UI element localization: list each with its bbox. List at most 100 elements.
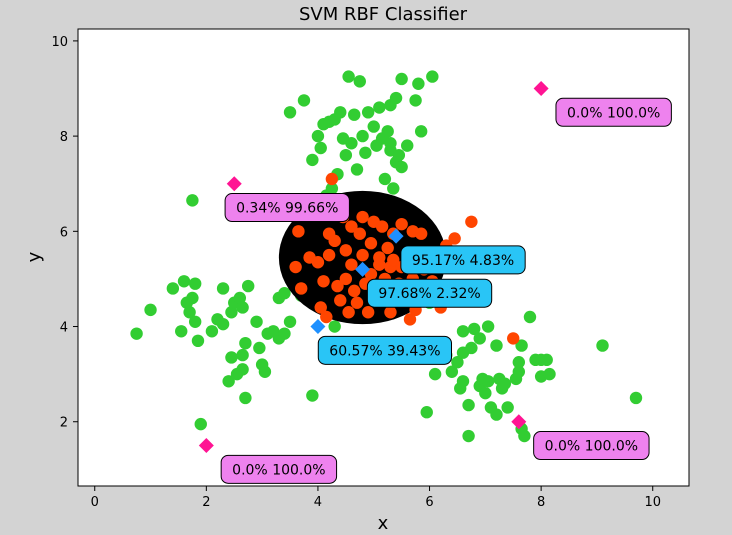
probability-label-text: 0.0% 100.0%: [232, 462, 325, 478]
probability-label: 60.57% 39.43%: [317, 335, 453, 365]
orange-data-point: [345, 258, 358, 271]
green-data-point: [345, 137, 358, 150]
pink-query-marker: [198, 438, 214, 454]
green-data-point: [339, 148, 353, 162]
orange-data-point: [395, 217, 408, 231]
green-data-point: [462, 429, 475, 443]
orange-data-point: [289, 260, 302, 274]
orange-data-point: [292, 225, 305, 238]
green-data-point: [258, 365, 272, 378]
green-data-point: [314, 141, 327, 155]
green-data-point: [389, 91, 403, 105]
green-data-point: [395, 160, 408, 174]
plot-frame: [77, 28, 690, 487]
green-data-point: [361, 106, 375, 119]
green-data-point: [381, 125, 394, 138]
green-data-point: [253, 341, 266, 355]
green-data-point: [236, 363, 249, 376]
green-data-point: [236, 301, 249, 314]
green-data-point: [236, 348, 249, 362]
pink-query-marker: [511, 414, 527, 430]
green-data-point: [225, 306, 238, 319]
probability-label-box: [224, 193, 350, 223]
annotation-labels: 0.34% 99.66% 0.0% 100.0% 95.17% 4.83% 97.68…: [220, 97, 672, 484]
green-data-point: [239, 336, 252, 350]
green-data-point: [175, 325, 188, 338]
orange-data-point: [325, 172, 339, 186]
green-data-point: [359, 146, 372, 159]
orange-data-point: [381, 241, 394, 255]
green-data-point: [540, 353, 553, 367]
green-data-point: [186, 194, 199, 207]
orange-data-point: [356, 210, 369, 224]
orange-data-point: [320, 310, 333, 324]
green-data-point: [225, 351, 238, 364]
green-data-point: [278, 327, 291, 340]
probability-label-text: 0.34% 99.66%: [236, 201, 338, 217]
orange-data-point: [322, 248, 336, 262]
x-tick-label: 6: [425, 495, 433, 510]
green-data-point: [596, 339, 609, 352]
blue-query-marker: [388, 228, 404, 244]
green-data-point: [325, 182, 339, 195]
green-data-point: [350, 163, 364, 176]
green-data-point: [420, 406, 433, 419]
axes: 0 2 4 6 8 10 2 4 6 8 10: [51, 35, 661, 510]
blue-query-marker: [355, 261, 371, 277]
orange-data-point: [364, 237, 378, 250]
green-data-point: [130, 327, 143, 340]
green-data-point: [283, 315, 297, 328]
green-data-point: [353, 75, 366, 88]
probability-label: 95.17% 4.83%: [400, 245, 526, 275]
y-axis-label: y: [24, 251, 45, 262]
probability-label: 0.0% 100.0%: [220, 454, 338, 484]
green-data-point: [222, 375, 235, 388]
x-tick-label: 10: [644, 495, 661, 510]
blue-query-marker: [310, 319, 326, 335]
plot-content: [130, 70, 643, 454]
green-data-point: [306, 153, 319, 167]
green-data-point: [490, 408, 503, 421]
probability-label-box: [555, 97, 672, 127]
green-data-point: [166, 282, 180, 295]
orange-data-point: [342, 306, 355, 319]
pink-query-marker: [226, 176, 242, 192]
probability-label-text: 97.68% 2.32%: [378, 286, 480, 302]
green-data-point: [241, 279, 255, 293]
green-data-point: [523, 310, 537, 324]
green-data-point: [233, 291, 247, 305]
probability-label-box: [400, 245, 526, 275]
orange-data-point: [414, 227, 428, 240]
green-data-point: [194, 417, 207, 431]
probability-label-box: [220, 454, 338, 484]
green-data-point: [481, 375, 495, 388]
probability-label-text: 95.17% 4.83%: [412, 253, 514, 269]
orange-data-point: [361, 306, 375, 319]
green-data-point: [188, 277, 202, 290]
green-data-point: [479, 386, 492, 400]
y-tick-label: 4: [60, 321, 68, 336]
green-data-point: [367, 120, 380, 133]
green-data-point: [629, 391, 643, 405]
orange-data-point: [331, 279, 344, 293]
green-data-point: [395, 72, 408, 86]
green-data-point: [328, 320, 341, 333]
x-tick-label: 4: [314, 495, 322, 510]
green-data-point: [216, 317, 230, 331]
green-data-point: [481, 320, 495, 333]
green-data-point: [216, 282, 230, 295]
probability-label: 97.68% 2.32%: [366, 278, 493, 308]
green-data-point: [373, 101, 386, 114]
green-data-point: [188, 315, 202, 328]
orange-data-point: [373, 258, 386, 271]
green-data-point: [543, 367, 556, 381]
probability-label-text: 60.57% 39.43%: [329, 343, 440, 359]
green-data-point: [311, 129, 325, 143]
probability-label: 0.0% 100.0%: [555, 97, 672, 127]
green-data-point: [283, 106, 297, 119]
green-data-point: [456, 375, 470, 388]
orange-data-point: [328, 234, 341, 248]
orange-data-point: [375, 220, 389, 233]
green-data-point: [409, 94, 422, 107]
